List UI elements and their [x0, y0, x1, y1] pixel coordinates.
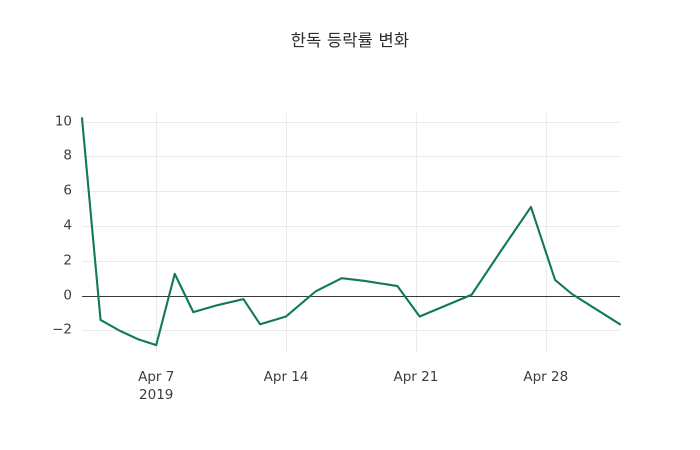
gridline-vertical [156, 113, 158, 353]
chart-title: 한독 등락률 변화 [290, 31, 410, 50]
y-axis-tick-label: 4 [63, 217, 72, 234]
gridline-vertical [286, 113, 288, 353]
gridline-vertical [415, 113, 417, 353]
y-axis-tick-label: 10 [54, 112, 72, 129]
gridline-vertical [545, 113, 547, 353]
series-line-group [80, 117, 622, 347]
x-axis-tick-sublabel: 2019 [139, 387, 174, 404]
x-axis-tick-label: Apr 21 [393, 369, 439, 385]
plot-area [80, 113, 622, 353]
y-axis-tick-label: 8 [63, 147, 72, 164]
gridline-horizontal [82, 191, 620, 193]
y-axis-tick-label: 0 [63, 286, 72, 303]
gridline-horizontal [82, 121, 620, 123]
x-axis-tick-label: Apr 14 [263, 369, 309, 385]
x-axis-tick-label: Apr 28 [523, 369, 569, 385]
gridline-horizontal [82, 330, 620, 332]
zero-baseline [82, 295, 620, 297]
gridline-horizontal [82, 260, 620, 262]
y-axis-tick-label: 6 [63, 182, 72, 199]
x-axis-tick-label: Apr 7 2019 [91, 368, 221, 404]
y-axis-tick-label: 2 [63, 252, 72, 269]
gridline-horizontal [82, 226, 620, 228]
series-line-등락률 [80, 117, 622, 347]
gridline-horizontal [82, 156, 620, 158]
y-axis-tick-labels: 10 8 6 4 2 0 −2 [26, 113, 72, 353]
y-axis-tick-label: −2 [52, 321, 72, 338]
x-axis-tick-labels: Apr 7 2019 Apr 14 Apr 21 Apr 28 [82, 368, 620, 418]
